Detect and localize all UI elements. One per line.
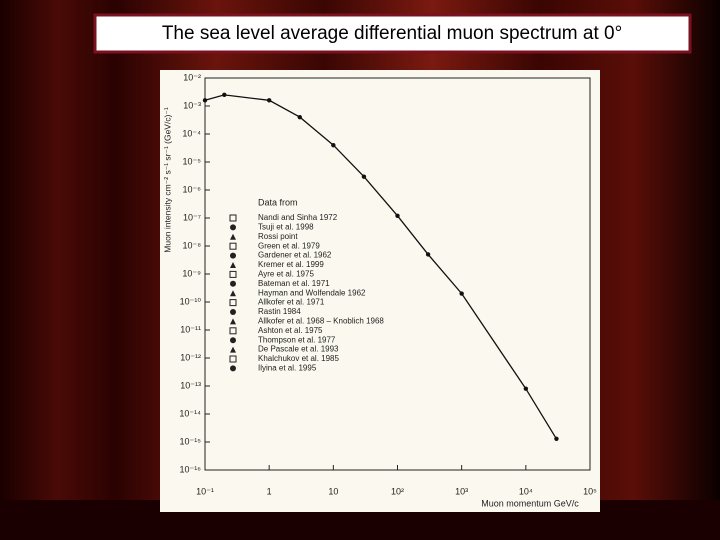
x-tick-label: 10² [391, 486, 404, 496]
x-axis-title: Muon momentum GeV/c [481, 498, 579, 508]
legend-marker [230, 280, 236, 287]
legend-marker [230, 262, 236, 268]
x-tick-label: 10³ [455, 486, 468, 496]
y-tick-label: 10⁻⁷ [183, 212, 201, 222]
y-tick-label: 10⁻² [183, 72, 201, 82]
legend-entry: Ayre et al. 1975 [258, 270, 314, 279]
legend-marker [230, 309, 236, 315]
data-point [266, 98, 272, 103]
data-point [554, 436, 559, 442]
legend-marker [230, 346, 236, 353]
legend-entry: De Pascale et al. 1993 [258, 345, 339, 354]
y-tick-label: 10⁻¹⁵ [180, 436, 202, 446]
chart-area [160, 70, 600, 512]
y-tick-label: 10⁻¹⁶ [180, 464, 202, 474]
legend-entry: Allkofer et al. 1968 – Knoblich 1968 [258, 317, 384, 326]
legend-entry: Kremer et al. 1999 [258, 260, 324, 269]
legend-marker [230, 252, 236, 259]
legend-marker [230, 337, 236, 344]
x-tick-label: 10⁻¹ [196, 486, 214, 496]
data-point [331, 142, 336, 148]
y-tick-label: 10⁻¹² [180, 352, 201, 362]
data-point [361, 174, 367, 179]
legend-marker [230, 318, 236, 325]
x-tick-label: 10⁵ [583, 486, 597, 496]
legend-entry: Green et al. 1979 [258, 241, 320, 250]
title-box [93, 13, 692, 54]
y-tick-label: 10⁻⁸ [182, 240, 201, 250]
legend-entry: Rossi point [258, 232, 298, 241]
legend-entry: Nandi and Sinha 1972 [258, 213, 338, 222]
data-point [202, 98, 208, 103]
x-tick-label: 10⁴ [519, 486, 533, 496]
legend-entry: Bateman et al. 1971 [258, 279, 330, 288]
y-tick-label: 10⁻¹¹ [180, 324, 201, 334]
legend-entry: Rastin 1984 [258, 307, 301, 316]
y-tick-label: 10⁻¹⁴ [179, 408, 201, 418]
data-point [459, 291, 464, 296]
legend-marker [230, 224, 236, 231]
x-tick-label: 1 [267, 486, 272, 496]
y-tick-label: 10⁻¹⁰ [180, 296, 202, 306]
legend-entry: Ilyina et al. 1995 [258, 364, 317, 373]
legend-marker [229, 355, 237, 363]
legend-entry: Gardener et al. 1962 [258, 251, 332, 260]
legend-entry: Khalchukov et al. 1985 [258, 354, 339, 363]
y-tick-label: 10⁻⁵ [183, 156, 202, 166]
legend-marker [230, 290, 236, 297]
legend-marker [230, 233, 236, 240]
y-tick-label: 10⁻³ [183, 100, 201, 110]
data-point [523, 386, 529, 391]
x-tick-label: 10 [328, 486, 338, 496]
legend-entry: Hayman and Wolfendale 1962 [258, 288, 366, 297]
data-point [222, 92, 227, 98]
legend-marker [229, 299, 237, 307]
data-point [425, 252, 431, 257]
legend-marker [229, 327, 237, 335]
legend-marker [229, 242, 237, 250]
legend-marker [229, 214, 237, 222]
legend-title: Data from [258, 197, 298, 207]
chart-title: The sea level average differential muon … [162, 23, 622, 44]
y-tick-label: 10⁻¹³ [180, 380, 201, 390]
legend-entry: Ashton et al. 1975 [258, 326, 323, 335]
legend-entry: Tsuji et al. 1998 [258, 223, 314, 232]
legend-entry: Allkofer et al. 1971 [258, 298, 325, 307]
y-tick-label: 10⁻⁹ [182, 268, 201, 278]
y-axis-title: Muon intensity cm⁻² s⁻¹ sr⁻¹ (GeV/c)⁻¹ [162, 107, 172, 253]
legend-marker [229, 270, 237, 278]
data-point [297, 114, 302, 120]
y-tick-label: 10⁻⁴ [182, 128, 201, 138]
y-tick-label: 10⁻⁶ [183, 184, 202, 194]
legend-marker [230, 365, 236, 372]
data-point [395, 213, 400, 218]
legend-entry: Thompson et al. 1977 [258, 335, 336, 344]
